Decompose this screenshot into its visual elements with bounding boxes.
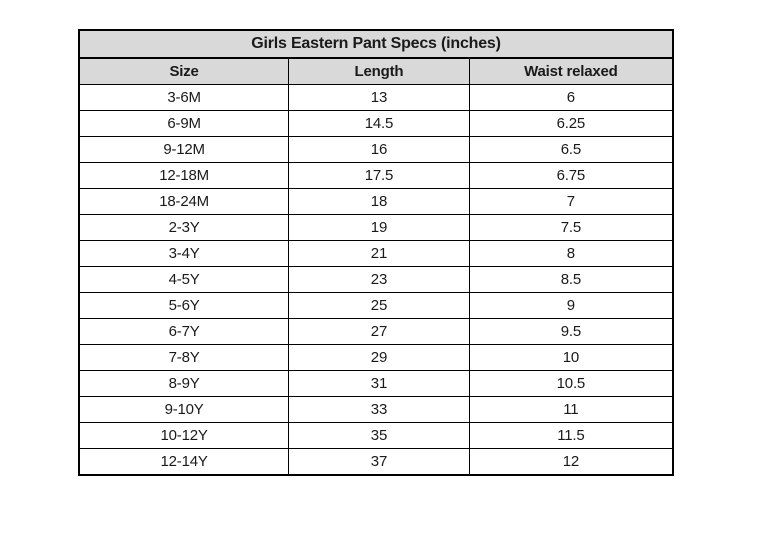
table-body: 3-6M 13 6 6-9M 14.5 6.25 9-12M 16 6.5 12-18M 17.5 6… bbox=[78, 84, 674, 476]
table-row: 9-10Y 33 11 bbox=[78, 396, 674, 423]
size-cell: 3-4Y bbox=[78, 240, 290, 267]
table-row: 5-6Y 25 9 bbox=[78, 292, 674, 319]
length-cell: 29 bbox=[288, 344, 470, 371]
size-cell: 12-18M bbox=[78, 162, 290, 189]
waist-relaxed-cell: 10.5 bbox=[468, 370, 674, 397]
length-cell: 25 bbox=[288, 292, 470, 319]
table-row: 8-9Y 31 10.5 bbox=[78, 370, 674, 397]
pant-specs-table: Girls Eastern Pant Specs (inches) Size L… bbox=[78, 29, 674, 476]
waist-relaxed-cell: 9 bbox=[468, 292, 674, 319]
waist-relaxed-cell: 10 bbox=[468, 344, 674, 371]
table-row: 4-5Y 23 8.5 bbox=[78, 266, 674, 293]
size-cell: 7-8Y bbox=[78, 344, 290, 371]
size-cell: 10-12Y bbox=[78, 422, 290, 449]
size-cell: 5-6Y bbox=[78, 292, 290, 319]
size-cell: 18-24M bbox=[78, 188, 290, 215]
waist-relaxed-cell: 8.5 bbox=[468, 266, 674, 293]
waist-relaxed-cell: 6.25 bbox=[468, 110, 674, 137]
waist-relaxed-cell: 6 bbox=[468, 84, 674, 111]
title-row: Girls Eastern Pant Specs (inches) bbox=[78, 29, 674, 59]
table-row: 12-14Y 37 12 bbox=[78, 448, 674, 476]
waist-relaxed-cell: 11.5 bbox=[468, 422, 674, 449]
table-row: 12-18M 17.5 6.75 bbox=[78, 162, 674, 189]
length-cell: 19 bbox=[288, 214, 470, 241]
column-header-waist-relaxed: Waist relaxed bbox=[468, 57, 674, 85]
table-row: 2-3Y 19 7.5 bbox=[78, 214, 674, 241]
waist-relaxed-cell: 6.75 bbox=[468, 162, 674, 189]
column-header-size: Size bbox=[78, 57, 290, 85]
size-cell: 3-6M bbox=[78, 84, 290, 111]
length-cell: 21 bbox=[288, 240, 470, 267]
table-row: 9-12M 16 6.5 bbox=[78, 136, 674, 163]
waist-relaxed-cell: 12 bbox=[468, 448, 674, 476]
column-header-row: Size Length Waist relaxed bbox=[78, 57, 674, 85]
size-cell: 4-5Y bbox=[78, 266, 290, 293]
waist-relaxed-cell: 7 bbox=[468, 188, 674, 215]
size-cell: 8-9Y bbox=[78, 370, 290, 397]
table-row: 10-12Y 35 11.5 bbox=[78, 422, 674, 449]
table-title: Girls Eastern Pant Specs (inches) bbox=[78, 29, 674, 59]
table-row: 6-7Y 27 9.5 bbox=[78, 318, 674, 345]
table-row: 3-4Y 21 8 bbox=[78, 240, 674, 267]
length-cell: 35 bbox=[288, 422, 470, 449]
waist-relaxed-cell: 11 bbox=[468, 396, 674, 423]
size-cell: 2-3Y bbox=[78, 214, 290, 241]
size-cell: 6-9M bbox=[78, 110, 290, 137]
table-row: 18-24M 18 7 bbox=[78, 188, 674, 215]
length-cell: 18 bbox=[288, 188, 470, 215]
waist-relaxed-cell: 7.5 bbox=[468, 214, 674, 241]
waist-relaxed-cell: 8 bbox=[468, 240, 674, 267]
length-cell: 13 bbox=[288, 84, 470, 111]
length-cell: 14.5 bbox=[288, 110, 470, 137]
size-cell: 9-12M bbox=[78, 136, 290, 163]
length-cell: 23 bbox=[288, 266, 470, 293]
waist-relaxed-cell: 6.5 bbox=[468, 136, 674, 163]
length-cell: 27 bbox=[288, 318, 470, 345]
length-cell: 17.5 bbox=[288, 162, 470, 189]
length-cell: 16 bbox=[288, 136, 470, 163]
size-cell: 6-7Y bbox=[78, 318, 290, 345]
table-row: 3-6M 13 6 bbox=[78, 84, 674, 111]
column-header-length: Length bbox=[288, 57, 470, 85]
length-cell: 31 bbox=[288, 370, 470, 397]
table-row: 7-8Y 29 10 bbox=[78, 344, 674, 371]
size-cell: 12-14Y bbox=[78, 448, 290, 476]
size-cell: 9-10Y bbox=[78, 396, 290, 423]
waist-relaxed-cell: 9.5 bbox=[468, 318, 674, 345]
length-cell: 33 bbox=[288, 396, 470, 423]
length-cell: 37 bbox=[288, 448, 470, 476]
table-row: 6-9M 14.5 6.25 bbox=[78, 110, 674, 137]
